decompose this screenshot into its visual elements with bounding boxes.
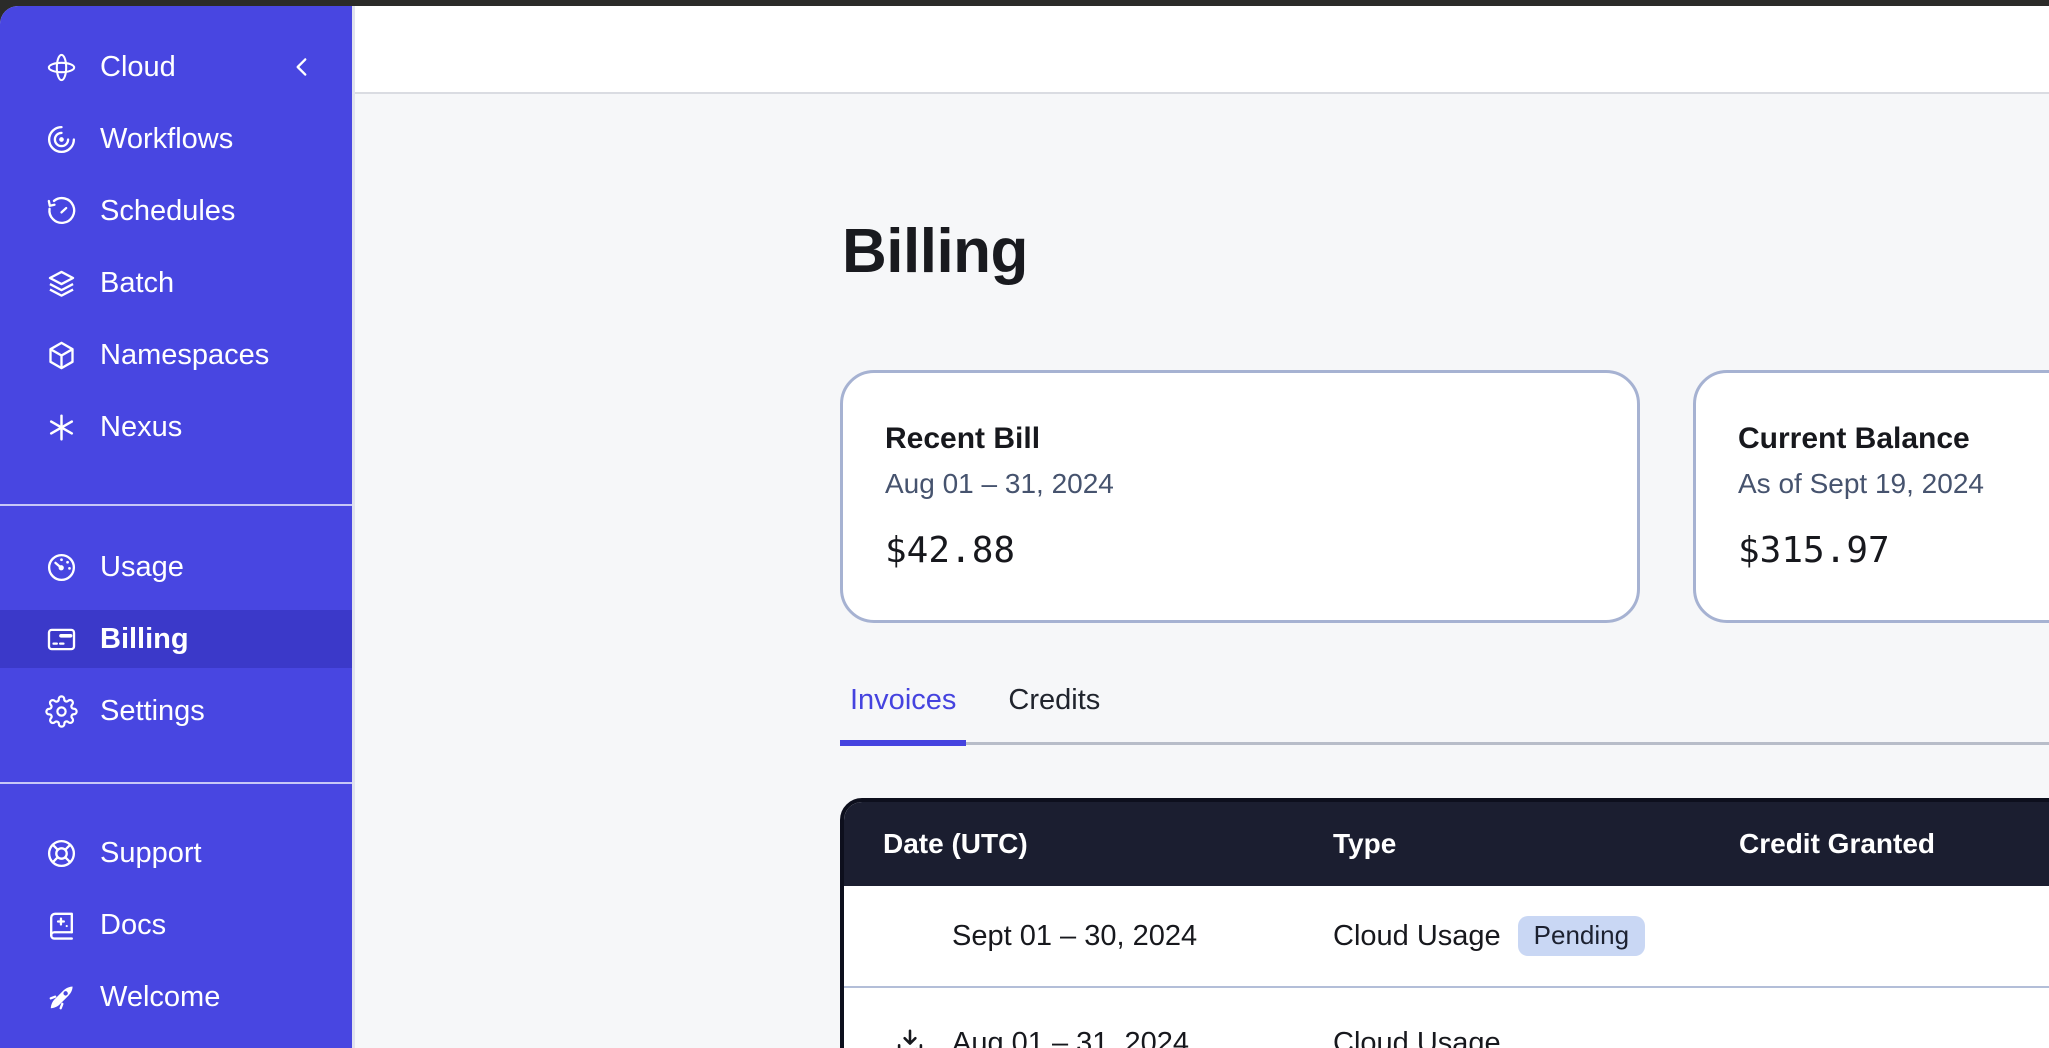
- billing-icon: [45, 623, 78, 656]
- current-balance-card: Current Balance As of Sept 19, 2024 $315…: [1693, 370, 2049, 623]
- invoice-date: Sept 01 – 30, 2024: [952, 919, 1198, 952]
- sidebar-item-label: Schedules: [100, 194, 236, 227]
- invoice-type: Cloud Usage: [1333, 1026, 1501, 1048]
- sidebar-item-label: Settings: [100, 694, 205, 727]
- invoice-date-cell: Sept 01 – 30, 2024: [844, 919, 1333, 953]
- sidebar-item-support[interactable]: Support: [0, 824, 352, 882]
- sidebar-item-usage[interactable]: Usage: [0, 538, 352, 596]
- recent-bill-card: Recent Bill Aug 01 – 31, 2024 $42.88: [840, 370, 1640, 623]
- sidebar-divider: [0, 504, 352, 506]
- tab-credits[interactable]: Credits: [1008, 684, 1101, 716]
- usage-icon: [45, 551, 78, 584]
- sidebar-item-cloud[interactable]: Cloud: [0, 38, 352, 96]
- app-window: Cloud Workflows S: [0, 6, 2049, 1048]
- download-icon-placeholder: [893, 919, 927, 953]
- sidebar-item-workflows[interactable]: Workflows: [0, 110, 352, 168]
- settings-icon: [45, 694, 78, 728]
- sidebar-item-settings[interactable]: Settings: [0, 682, 352, 740]
- card-period: Aug 01 – 31, 2024: [885, 468, 1114, 499]
- sidebar-group-help: Support Docs: [0, 824, 352, 1040]
- table-header-row: Date (UTC) Type Credit Granted: [844, 802, 2049, 886]
- download-invoice-button[interactable]: [893, 1026, 927, 1048]
- invoice-date: Aug 01 – 31, 2024: [952, 1026, 1190, 1048]
- welcome-rocket-icon: [45, 981, 78, 1014]
- sidebar-group-platform: Cloud Workflows S: [0, 38, 352, 470]
- sidebar-item-nexus[interactable]: Nexus: [0, 398, 352, 456]
- page-title: Billing: [842, 217, 1028, 286]
- table-row[interactable]: Aug 01 – 31, 2024 Cloud Usage: [844, 988, 2049, 1048]
- sidebar-group-account: Usage Billing Settings: [0, 538, 352, 754]
- card-title: Recent Bill: [885, 422, 1041, 455]
- sidebar-item-label: Cloud: [100, 50, 176, 83]
- sidebar-item-label: Support: [100, 836, 202, 869]
- sidebar-item-label: Namespaces: [100, 338, 270, 371]
- card-period: As of Sept 19, 2024: [1738, 468, 1984, 499]
- column-header-date: Date (UTC): [883, 828, 1028, 859]
- temporal-cloud-logo-icon: [45, 51, 78, 84]
- invoice-type-cell: Cloud Usage Pending: [1333, 916, 1739, 956]
- sidebar-item-schedules[interactable]: Schedules: [0, 182, 352, 240]
- support-icon: [45, 837, 78, 870]
- sidebar-item-label: Workflows: [100, 122, 234, 155]
- sidebar-collapse-button[interactable]: [288, 53, 316, 81]
- card-amount: $315.97: [1738, 530, 1890, 571]
- table-row[interactable]: Sept 01 – 30, 2024 Cloud Usage Pending: [844, 886, 2049, 988]
- sidebar-item-batch[interactable]: Batch: [0, 254, 352, 312]
- billing-summary-cards: Recent Bill Aug 01 – 31, 2024 $42.88 Cur…: [840, 370, 2049, 623]
- card-title: Current Balance: [1738, 422, 1970, 455]
- invoice-type: Cloud Usage: [1333, 919, 1501, 952]
- sidebar: Cloud Workflows S: [0, 6, 355, 1048]
- sidebar-item-welcome[interactable]: Welcome: [0, 968, 352, 1026]
- column-header-credit-granted: Credit Granted: [1739, 828, 1936, 859]
- main-content: Billing Recent Bill Aug 01 – 31, 2024 $4…: [355, 6, 2049, 1048]
- column-header-type: Type: [1333, 828, 1397, 859]
- sidebar-divider: [0, 782, 352, 784]
- namespaces-icon: [45, 339, 78, 372]
- workflows-icon: [45, 123, 78, 156]
- sidebar-item-label: Nexus: [100, 410, 183, 443]
- invoice-date-cell: Aug 01 – 31, 2024: [844, 1026, 1333, 1048]
- sidebar-item-label: Welcome: [100, 980, 221, 1013]
- top-bar: [355, 6, 2049, 94]
- docs-icon: [45, 909, 78, 942]
- billing-tabs: Invoices Credits: [840, 683, 2049, 746]
- sidebar-item-label: Batch: [100, 266, 175, 299]
- card-amount: $42.88: [885, 530, 1016, 571]
- sidebar-item-label: Billing: [100, 622, 189, 655]
- batch-icon: [45, 267, 78, 300]
- sidebar-item-namespaces[interactable]: Namespaces: [0, 326, 352, 384]
- invoice-type-cell: Cloud Usage: [1333, 1027, 1739, 1048]
- tab-invoices[interactable]: Invoices: [840, 683, 967, 746]
- schedules-icon: [45, 195, 78, 228]
- sidebar-item-label: Docs: [100, 908, 167, 941]
- nexus-icon: [45, 411, 78, 444]
- status-badge: Pending: [1517, 916, 1646, 956]
- sidebar-item-docs[interactable]: Docs: [0, 896, 352, 954]
- sidebar-item-billing[interactable]: Billing: [0, 610, 352, 668]
- sidebar-item-label: Usage: [100, 550, 184, 583]
- invoices-table: Date (UTC) Type Credit Granted Sept 01 –…: [840, 798, 2049, 1048]
